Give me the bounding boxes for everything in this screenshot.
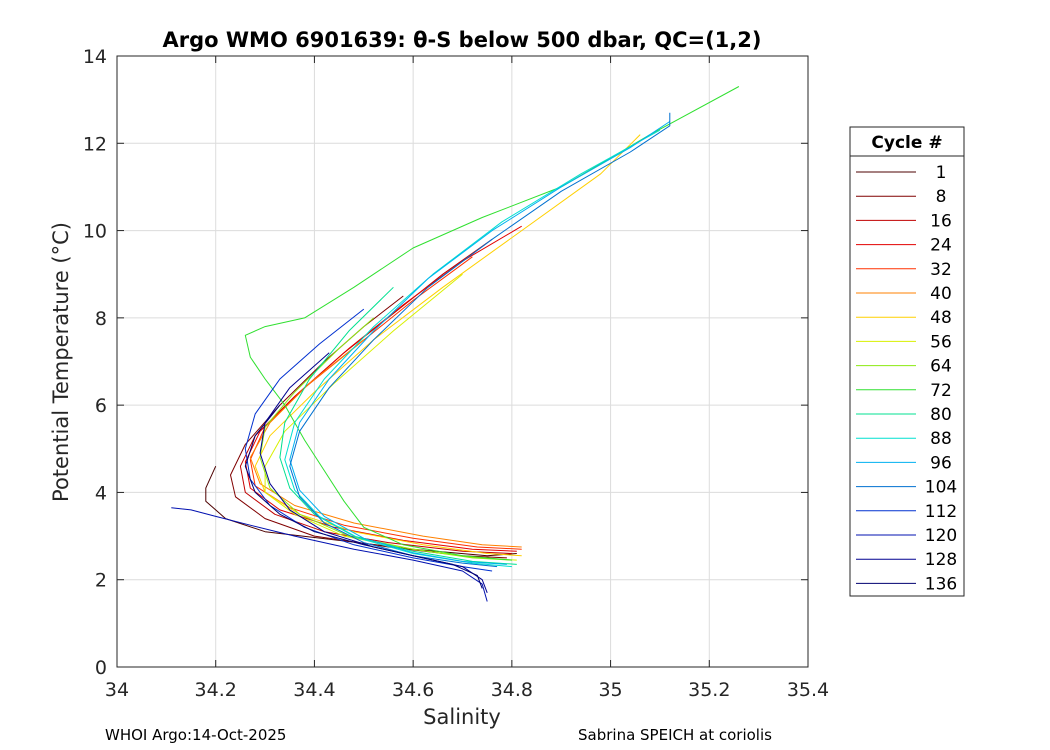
series-line-cycle-120	[171, 507, 488, 602]
chart-title: Argo WMO 6901639: θ-S below 500 dbar, QC…	[163, 28, 762, 52]
x-tick-label: 35.4	[787, 679, 829, 701]
legend-label: 96	[930, 453, 952, 473]
x-tick-label: 34.6	[392, 679, 434, 701]
x-tick-label: 35	[598, 679, 622, 701]
series-line-cycle-1	[205, 465, 517, 557]
legend-label: 48	[930, 308, 952, 328]
y-tick-label: 14	[83, 46, 107, 68]
legend-label: 56	[930, 332, 952, 352]
series-line-cycle-24	[244, 225, 522, 552]
legend-label: 72	[930, 381, 952, 401]
series-line-cycle-72	[244, 86, 740, 561]
y-tick-label: 10	[83, 221, 107, 243]
legend-label: 40	[930, 284, 952, 304]
series-lines	[171, 86, 740, 602]
y-tick-label: 8	[95, 308, 107, 330]
y-tick-label: 2	[95, 570, 107, 592]
x-tick-label: 34.4	[293, 679, 335, 701]
legend-label: 24	[930, 236, 952, 256]
x-tick-label: 34.2	[195, 679, 237, 701]
legend: Cycle # 1 8 16 24 32 40 48 56 64 72 80 88 96 104 112 12…	[849, 126, 965, 597]
axis-ticks: 34 34.2 34.4 34.6 34.8 35 35.2 35.4 0 2 4 6 8 10 12 14	[83, 46, 829, 701]
y-axis-label: Potential Temperature (°C)	[49, 222, 73, 502]
legend-box	[849, 126, 965, 597]
legend-label: 120	[925, 526, 957, 546]
y-tick-label: 12	[83, 133, 107, 155]
series-line-cycle-136	[244, 404, 483, 589]
series-line-cycle-96	[289, 121, 671, 565]
plot-frame	[116, 55, 809, 668]
series-line-cycle-128	[259, 352, 488, 593]
series-line-cycle-104	[289, 112, 671, 568]
legend-label: 104	[925, 478, 957, 498]
series-line-cycle-48	[254, 134, 641, 557]
plot-area	[117, 56, 808, 667]
legend-label: 136	[925, 574, 957, 594]
legend-label: 1	[936, 163, 947, 183]
footer-credit: Sabrina SPEICH at coriolis	[578, 726, 772, 744]
x-tick-label: 34.8	[491, 679, 533, 701]
series-line-cycle-112	[244, 308, 493, 572]
y-tick-label: 4	[95, 482, 107, 504]
legend-label: 80	[930, 405, 952, 425]
y-tick-label: 6	[95, 395, 107, 417]
legend-label: 8	[936, 187, 947, 207]
x-tick-label: 34	[105, 679, 129, 701]
series-line-cycle-80	[279, 286, 517, 565]
legend-label: 64	[930, 357, 952, 377]
legend-title: Cycle #	[871, 133, 942, 153]
legend-label: 112	[925, 502, 957, 522]
legend-label: 88	[930, 429, 952, 449]
legend-entries: 1 8 16 24 32 40 48 56 64 72 80 88 96 104 112 120 128 136	[856, 163, 957, 594]
legend-label: 16	[930, 211, 952, 231]
x-axis-label: Salinity	[423, 705, 501, 729]
footer-source: WHOI Argo:14-Oct-2025	[105, 726, 287, 744]
legend-label: 128	[925, 550, 957, 570]
y-tick-label: 0	[95, 657, 107, 679]
series-line-cycle-16	[239, 238, 512, 554]
series-line-cycle-64	[259, 317, 512, 561]
series-line-cycle-88	[284, 129, 661, 568]
x-tick-label: 35.2	[688, 679, 730, 701]
legend-label: 32	[930, 260, 952, 280]
